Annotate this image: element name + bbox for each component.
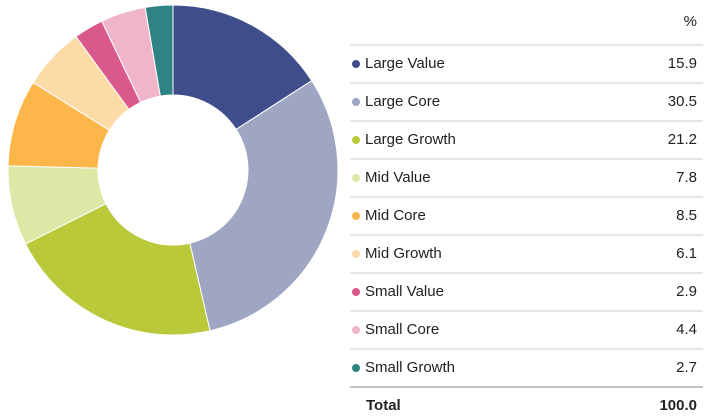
- donut-slice: [144, 4, 174, 97]
- value-label: 30.5: [668, 93, 697, 110]
- legend-label: Mid Core: [365, 207, 426, 224]
- value-label: 7.8: [676, 169, 697, 186]
- donut-slice: [24, 202, 211, 336]
- donut-slice: [172, 4, 313, 131]
- legend-label: Large Growth: [365, 131, 456, 148]
- value-label: 8.5: [676, 207, 697, 224]
- legend-marker: [352, 174, 360, 182]
- legend-marker: [352, 212, 360, 220]
- value-label: 4.4: [676, 321, 697, 338]
- total-value: 100.0: [659, 397, 697, 414]
- value-label: 2.7: [676, 359, 697, 376]
- legend-marker: [352, 364, 360, 372]
- value-label: 15.9: [668, 55, 697, 72]
- value-header: %: [684, 13, 697, 30]
- total-label: Total: [366, 397, 401, 414]
- legend-marker: [352, 98, 360, 106]
- value-label: 2.9: [676, 283, 697, 300]
- value-label: 21.2: [668, 131, 697, 148]
- legend-marker: [352, 288, 360, 296]
- donut-slice: [189, 80, 339, 332]
- legend-label: Small Growth: [365, 359, 455, 376]
- legend-label: Small Value: [365, 283, 444, 300]
- legend-marker: [352, 136, 360, 144]
- legend-label: Large Core: [365, 93, 440, 110]
- legend-marker: [352, 60, 360, 68]
- value-label: 6.1: [676, 245, 697, 262]
- legend-marker: [352, 250, 360, 258]
- legend-label: Small Core: [365, 321, 439, 338]
- legend-label: Mid Growth: [365, 245, 442, 262]
- legend-label: Mid Value: [365, 169, 431, 186]
- legend-label: Large Value: [365, 55, 445, 72]
- legend-marker: [352, 326, 360, 334]
